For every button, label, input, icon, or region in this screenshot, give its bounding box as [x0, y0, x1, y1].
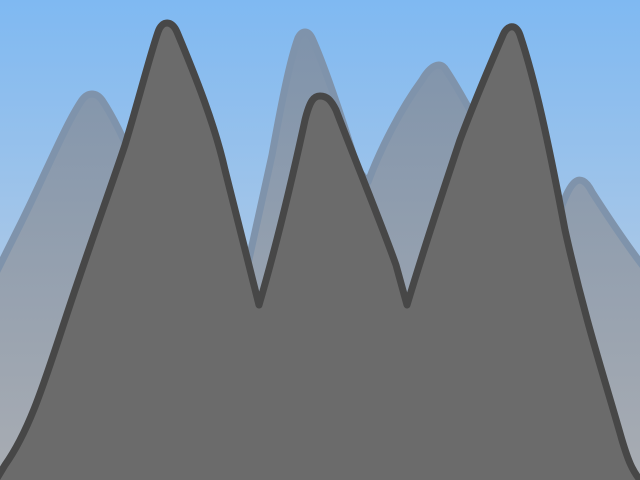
front-mountain-range — [0, 19, 640, 480]
